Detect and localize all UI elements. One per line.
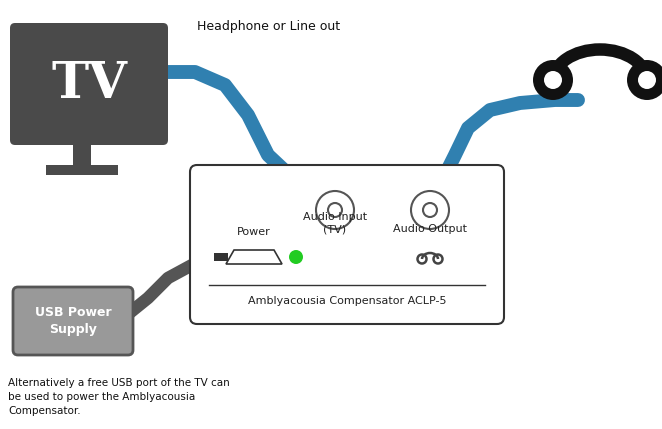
Circle shape [411,191,449,229]
Text: Alternatively a free USB port of the TV can
be used to power the Amblyacousia
Co: Alternatively a free USB port of the TV … [8,378,230,416]
Circle shape [289,250,303,264]
Bar [46,165,118,175]
Bar [73,140,91,165]
FancyBboxPatch shape [13,287,133,355]
FancyBboxPatch shape [190,165,504,324]
Circle shape [423,203,437,217]
Circle shape [533,60,573,100]
Circle shape [638,71,656,89]
Text: USB Power
Supply: USB Power Supply [34,306,111,336]
Circle shape [328,203,342,217]
Text: Amblyacousia Compensator ACLP-5: Amblyacousia Compensator ACLP-5 [248,296,446,306]
Text: Audio Output: Audio Output [393,224,467,234]
Circle shape [316,191,354,229]
Circle shape [544,71,562,89]
FancyBboxPatch shape [10,23,168,145]
Text: TV: TV [51,60,127,109]
Text: Audio Input
(TV): Audio Input (TV) [303,212,367,234]
Bar [214,253,228,261]
Polygon shape [226,250,282,264]
Text: Headphone or Line out: Headphone or Line out [197,20,340,33]
Circle shape [627,60,662,100]
Text: Power: Power [237,227,271,237]
